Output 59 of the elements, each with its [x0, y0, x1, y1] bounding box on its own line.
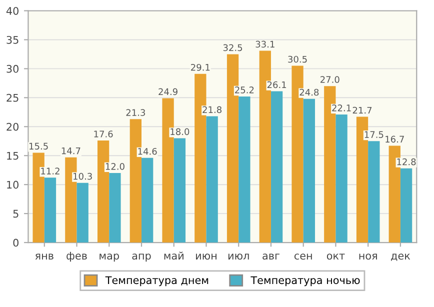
x-tick-label: апр [132, 254, 151, 262]
y-tick-label: 0 [13, 238, 18, 247]
x-tick-label: июл [228, 254, 249, 260]
legend-label: Температура днем [105, 276, 208, 286]
data-label: 16.7 [386, 136, 404, 143]
bar [109, 172, 121, 243]
data-label: 14.7 [62, 148, 80, 154]
bar [303, 98, 315, 243]
y-tick-label: 40 [6, 6, 18, 15]
data-label: 14.6 [138, 148, 157, 155]
bar [336, 114, 348, 243]
data-label: 15.5 [30, 142, 48, 150]
data-label: 21.3 [126, 109, 146, 116]
bar [76, 182, 88, 243]
x-tick-label: авг [262, 254, 280, 260]
y-tick-label: 15 [7, 152, 18, 160]
y-tick-label: 5 [13, 210, 18, 218]
bar [44, 178, 56, 243]
x-tick-label: мар [100, 254, 119, 262]
data-label: 30.5 [288, 56, 307, 63]
data-label: 17.6 [94, 130, 113, 138]
data-label: 12.8 [397, 158, 416, 166]
x-tick-label: сен [294, 254, 312, 260]
data-label: 32.5 [223, 44, 242, 52]
bar [270, 91, 283, 243]
data-label: 18.0 [170, 128, 190, 136]
data-label: 11.2 [41, 168, 60, 174]
bar [400, 168, 412, 243]
data-label: 26.1 [267, 81, 286, 88]
data-label: 24.8 [300, 88, 319, 96]
x-tick-label: ноя [359, 254, 377, 260]
x-tick-label: фев [66, 252, 87, 262]
legend-label: Температура ночью [250, 276, 360, 286]
y-tick-label: 35 [6, 36, 18, 44]
x-tick-label: май [164, 252, 184, 260]
data-label: 21.7 [352, 106, 372, 114]
x-tick-label: дек [391, 254, 410, 261]
bar [174, 138, 186, 243]
bar [206, 116, 218, 243]
data-label: 22.1 [332, 104, 351, 112]
data-label: 12.0 [106, 163, 124, 170]
y-tick-label: 20 [6, 122, 18, 131]
y-tick-label: 30 [6, 64, 18, 73]
y-tick-label: 25 [6, 94, 18, 102]
data-label: 24.9 [158, 88, 178, 96]
data-label: 25.2 [235, 86, 254, 94]
bar [142, 158, 154, 243]
x-tick-label: янв [35, 254, 54, 260]
data-label: 21.8 [202, 106, 222, 114]
data-label: 33.1 [256, 40, 274, 48]
bar [238, 96, 250, 243]
data-label: 27.0 [320, 76, 340, 83]
data-label: 10.3 [74, 172, 92, 180]
x-tick-label: июн [196, 254, 216, 260]
x-tick-label: окт [326, 254, 345, 260]
y-tick-label: 10 [7, 180, 18, 189]
data-label: 17.5 [364, 131, 384, 138]
data-label: 29.1 [191, 64, 210, 71]
bar [368, 141, 380, 243]
